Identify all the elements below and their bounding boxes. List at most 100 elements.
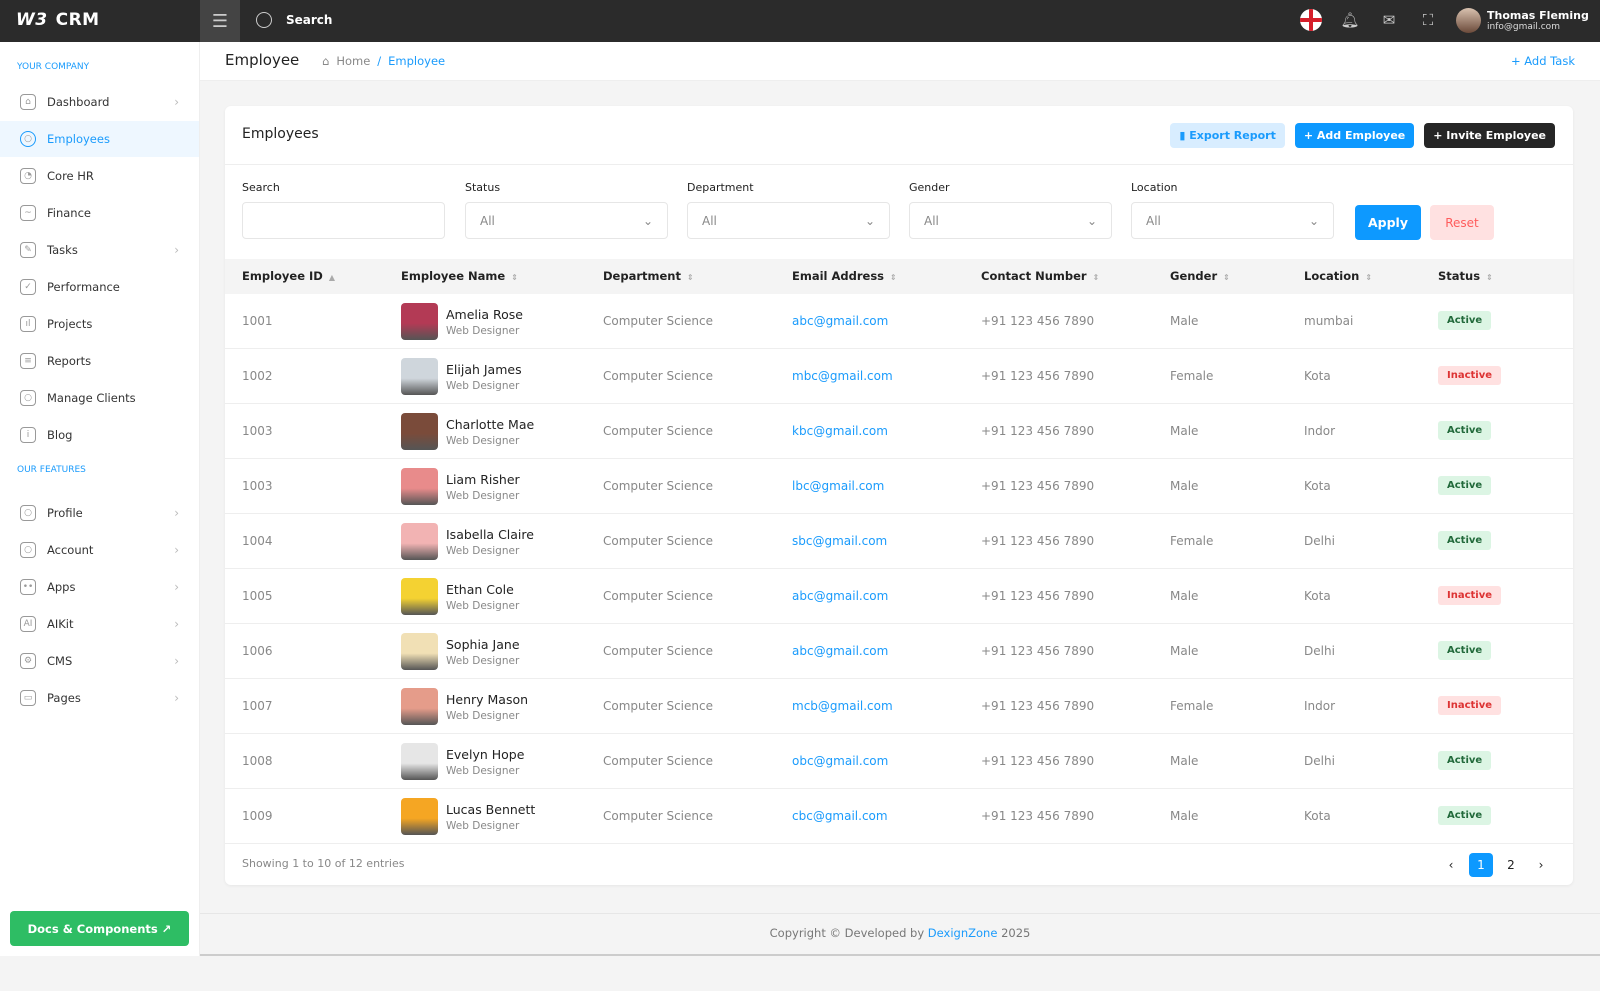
email-link[interactable]: cbc@gmail.com [792, 809, 888, 823]
sidebar-item-projects[interactable]: ıl Projects [0, 306, 199, 342]
add-task-link[interactable]: + Add Task [1510, 54, 1575, 68]
sidebar-item-finance[interactable]: ~ Finance [0, 195, 199, 231]
chevron-down-icon: ⌄ [864, 213, 875, 228]
sidebar-item-aikit[interactable]: AI AIKit › [0, 606, 199, 642]
column-header[interactable]: Employee Name ⇕ [401, 269, 518, 283]
next-page-button[interactable]: › [1538, 858, 1544, 872]
contact-number: +91 123 456 7890 [981, 534, 1095, 548]
gender-select[interactable]: All ⌄ [909, 202, 1112, 239]
apply-button[interactable]: Apply [1355, 205, 1421, 240]
column-header[interactable]: Location ⇕ [1304, 269, 1373, 283]
contact-number: +91 123 456 7890 [981, 644, 1095, 658]
bell-icon[interactable]: 🔔︎ [1340, 11, 1360, 29]
sidebar-item-blog[interactable]: i Blog [0, 417, 199, 453]
sidebar-item-performance[interactable]: ✓ Performance [0, 269, 199, 305]
sort-icon: ⇕ [686, 273, 694, 282]
employee-id: 1009 [242, 809, 273, 823]
add-employee-button[interactable]: + Add Employee [1294, 123, 1415, 148]
table-row[interactable]: 1003 Liam Risher Web Designer Computer Sc… [225, 459, 1573, 514]
location-select[interactable]: All ⌄ [1131, 202, 1334, 239]
employee-name[interactable]: Evelyn Hope [446, 746, 525, 762]
employee-name[interactable]: Sophia Jane [446, 636, 520, 652]
brand-link[interactable]: DexignZone [927, 926, 998, 940]
status-label: Status [465, 181, 501, 194]
email-link[interactable]: lbc@gmail.com [792, 479, 885, 493]
employee-role: Web Designer [446, 489, 520, 502]
email-link[interactable]: sbc@gmail.com [792, 534, 888, 548]
employee-name[interactable]: Ethan Cole [446, 581, 514, 597]
employee-name[interactable]: Charlotte Mae [446, 416, 535, 432]
gender: Male [1170, 479, 1199, 493]
table-row[interactable]: 1001 Amelia Rose Web Designer Computer Sc… [225, 294, 1573, 349]
sidebar-item-cms[interactable]: ⚙ CMS › [0, 643, 199, 679]
prev-page-button[interactable]: ‹ [1448, 858, 1454, 872]
breadcrumb-home[interactable]: Home [336, 54, 371, 68]
status-select[interactable]: All ⌄ [465, 202, 668, 239]
page-1-button[interactable]: 1 [1469, 853, 1493, 877]
document-icon: ≡ [20, 353, 36, 369]
email-link[interactable]: mbc@gmail.com [792, 369, 893, 383]
sidebar-item-dashboard[interactable]: ⌂ Dashboard › [0, 84, 199, 120]
table-row[interactable]: 1003 Charlotte Mae Web Designer Computer … [225, 404, 1573, 459]
reset-button[interactable]: Reset [1430, 205, 1494, 240]
contact-number: +91 123 456 7890 [981, 369, 1095, 383]
table-row[interactable]: 1002 Elijah James Web Designer Computer S… [225, 349, 1573, 404]
chevron-right-icon: › [174, 617, 179, 631]
search-input[interactable] [242, 202, 445, 239]
sidebar-item-reports[interactable]: ≡ Reports [0, 343, 199, 379]
sidebar-item-employees[interactable]: ○ Employees [0, 121, 199, 157]
avatar [401, 303, 438, 340]
employee-role: Web Designer [446, 544, 520, 557]
table-row[interactable]: 1004 Isabella Claire Web Designer Compute… [225, 514, 1573, 569]
table-row[interactable]: 1006 Sophia Jane Web Designer Computer Sc… [225, 624, 1573, 679]
table-row[interactable]: 1005 Ethan Cole Web Designer Computer Sci… [225, 569, 1573, 624]
bar-chart-icon: ıl [20, 316, 36, 332]
location: Kota [1304, 369, 1331, 383]
sidebar-item-manage-clients[interactable]: ○ Manage Clients [0, 380, 199, 416]
employee-name[interactable]: Liam Risher [446, 471, 520, 487]
sort-icon: ⇕ [1486, 273, 1493, 282]
avatar [401, 523, 438, 560]
column-header[interactable]: Status ⇕ [1438, 269, 1493, 283]
location: Kota [1304, 809, 1331, 823]
employee-id: 1004 [242, 534, 273, 548]
sidebar-item-profile[interactable]: ○ Profile › [0, 495, 199, 531]
email-link[interactable]: obc@gmail.com [792, 754, 889, 768]
column-header[interactable]: Gender ⇕ [1170, 269, 1230, 283]
employee-name[interactable]: Isabella Claire [446, 526, 534, 542]
email-link[interactable]: abc@gmail.com [792, 644, 889, 658]
mail-icon[interactable]: ✉ [1382, 11, 1396, 29]
sidebar-item-account[interactable]: ○ Account › [0, 532, 199, 568]
table-row[interactable]: 1008 Evelyn Hope Web Designer Computer Sc… [225, 734, 1573, 789]
email-link[interactable]: abc@gmail.com [792, 589, 889, 603]
employee-name[interactable]: Elijah James [446, 361, 522, 377]
email-link[interactable]: kbc@gmail.com [792, 424, 888, 438]
docs-components-button[interactable]: Docs & Components ↗ [10, 911, 189, 946]
sidebar-item-pages[interactable]: ▭ Pages › [0, 680, 199, 716]
search-bar[interactable]: Search [256, 12, 332, 28]
fullscreen-icon[interactable]: ⛶ [1422, 11, 1434, 29]
menu-toggle-button[interactable]: ☰ [200, 0, 240, 42]
column-header[interactable]: Email Address ⇕ [792, 269, 897, 283]
sidebar-item-apps[interactable]: •• Apps › [0, 569, 199, 605]
column-header[interactable]: Employee ID ▲ [242, 269, 335, 283]
language-flag-icon[interactable] [1300, 9, 1322, 31]
user-profile[interactable]: Thomas Fleming info@gmail.com [1456, 8, 1589, 33]
export-report-button[interactable]: ▮ Export Report [1170, 123, 1285, 148]
email-link[interactable]: abc@gmail.com [792, 314, 889, 328]
contact-number: +91 123 456 7890 [981, 314, 1095, 328]
table-row[interactable]: 1009 Lucas Bennett Web Designer Computer … [225, 789, 1573, 844]
employee-name[interactable]: Lucas Bennett [446, 801, 536, 817]
page-2-button[interactable]: 2 [1507, 858, 1515, 872]
column-header[interactable]: Contact Number ⇕ [981, 269, 1100, 283]
sidebar-item-core-hr[interactable]: ◔ Core HR [0, 158, 199, 194]
email-link[interactable]: mcb@gmail.com [792, 699, 893, 713]
employee-name[interactable]: Henry Mason [446, 691, 529, 707]
logo[interactable]: W3 CRM [16, 10, 100, 30]
invite-employee-button[interactable]: + Invite Employee [1424, 123, 1555, 148]
employee-name[interactable]: Amelia Rose [446, 306, 523, 322]
department-select[interactable]: All ⌄ [687, 202, 890, 239]
table-row[interactable]: 1007 Henry Mason Web Designer Computer Sc… [225, 679, 1573, 734]
sidebar-item-tasks[interactable]: ✎ Tasks › [0, 232, 199, 268]
column-header[interactable]: Department ⇕ [603, 269, 694, 283]
